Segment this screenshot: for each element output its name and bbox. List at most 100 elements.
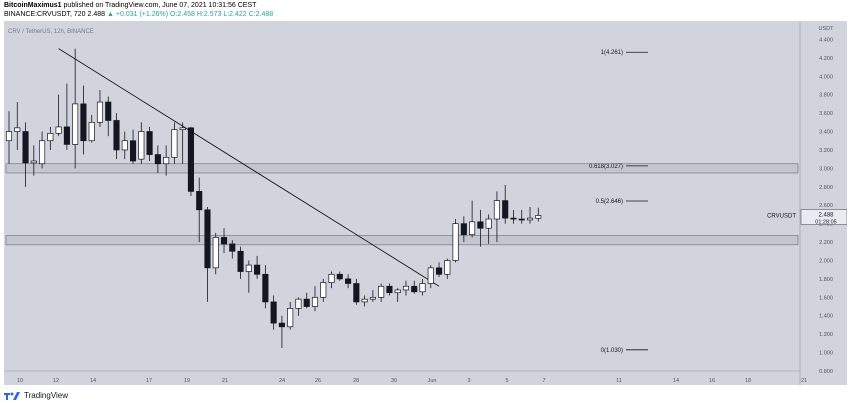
candle-body-up bbox=[469, 221, 476, 236]
fib-level-label-2: 0.5(2.646) bbox=[596, 199, 623, 205]
price-axis-background bbox=[800, 21, 847, 385]
candle bbox=[105, 96, 112, 137]
price-tick-label: 3.800 bbox=[819, 93, 833, 99]
candle-body-up bbox=[535, 215, 542, 219]
time-tick-label: 5 bbox=[505, 378, 508, 384]
candle bbox=[212, 232, 219, 275]
candle bbox=[270, 295, 277, 330]
candle bbox=[129, 129, 137, 164]
candle bbox=[63, 83, 70, 150]
publish-date: published on TradingView.com, June 07, 2… bbox=[63, 2, 257, 9]
time-tick-label: 17 bbox=[146, 378, 152, 384]
candle-body-up bbox=[369, 296, 376, 300]
price-chart[interactable]: CRV / TetherUS, 12h, BINANCE 1(4.261) 0.6… bbox=[4, 21, 848, 385]
candle-body-up bbox=[179, 127, 186, 131]
price-tick-label: 1.800 bbox=[819, 277, 833, 283]
candle-body-down bbox=[229, 243, 236, 252]
candle-body-down bbox=[146, 131, 153, 155]
candle-body-up bbox=[88, 121, 95, 142]
descending-trendline bbox=[58, 48, 440, 287]
chart-area[interactable]: CRV / TetherUS, 12h, BINANCE 1(4.261) 0.6… bbox=[4, 21, 848, 385]
price-change: ▲ +0.031 (+1.26%) bbox=[107, 11, 169, 18]
candle bbox=[502, 184, 509, 224]
symbol-info: BINANCE:CRVUSDT, 720 2.488 ▲ +0.031 (+1.… bbox=[4, 11, 273, 18]
candle bbox=[493, 191, 500, 243]
candle-body-up bbox=[14, 127, 21, 132]
candle bbox=[328, 271, 335, 289]
time-tick-label: 7 bbox=[542, 378, 545, 384]
time-tick-label: 11 bbox=[616, 378, 622, 384]
candle-body-up bbox=[485, 218, 492, 229]
candle-body-down bbox=[502, 200, 509, 219]
candle-body-up bbox=[212, 237, 219, 269]
candle bbox=[204, 207, 211, 302]
candle bbox=[287, 301, 294, 330]
fib-level-label-3: 0(1.030) bbox=[601, 348, 623, 354]
candle-body-down bbox=[270, 301, 277, 324]
candle-body-down bbox=[22, 131, 29, 164]
candle-body-down bbox=[435, 267, 443, 275]
candle bbox=[171, 122, 178, 164]
candle bbox=[96, 90, 104, 127]
price-tick-label: 1.600 bbox=[819, 295, 833, 301]
candle-body-up bbox=[55, 126, 62, 134]
time-tick-label: 24 bbox=[279, 378, 285, 384]
tradingview-brand: TradingView bbox=[24, 390, 69, 400]
chart-header: BitcoinMaximus1 published on TradingView… bbox=[0, 0, 850, 20]
candle-body-up bbox=[5, 131, 13, 142]
last-price: 2.488 bbox=[87, 11, 106, 18]
candle-body-up bbox=[163, 156, 170, 165]
price-axis-unit: USDT bbox=[819, 26, 835, 32]
candle bbox=[88, 114, 95, 143]
candle-body-up bbox=[394, 289, 401, 294]
publish-info: BitcoinMaximus1 published on TradingView… bbox=[4, 2, 256, 9]
candle bbox=[55, 94, 62, 137]
candle-body-down bbox=[262, 273, 269, 303]
candle-body-down bbox=[63, 126, 70, 145]
tradingview-footer[interactable]: TradingView bbox=[4, 388, 68, 402]
candle bbox=[303, 292, 310, 309]
candle-body-down bbox=[353, 283, 360, 303]
candle-body-up bbox=[328, 273, 335, 283]
candle bbox=[444, 258, 451, 279]
candle-body-up bbox=[121, 140, 128, 151]
candle-body-up bbox=[96, 101, 104, 123]
candle-body-up bbox=[245, 264, 252, 272]
candle-body-up bbox=[361, 298, 368, 303]
time-tick-label: 12 bbox=[53, 378, 59, 384]
candle-body-down bbox=[187, 127, 194, 192]
time-tick-label: 21 bbox=[222, 378, 228, 384]
author-name[interactable]: BitcoinMaximus1 bbox=[4, 2, 62, 9]
time-tick-label: 10 bbox=[17, 378, 23, 384]
candle-body-down bbox=[204, 209, 211, 269]
candle bbox=[22, 122, 29, 187]
candle-body-down bbox=[254, 264, 261, 275]
candle bbox=[369, 289, 376, 302]
candle bbox=[394, 288, 401, 302]
candle bbox=[477, 209, 484, 247]
price-tick-label: 2.800 bbox=[819, 185, 833, 191]
time-tick-label: Jun bbox=[428, 378, 437, 384]
price-tick-label: 1.000 bbox=[819, 351, 833, 357]
candle-body-down bbox=[477, 221, 484, 229]
candle-body-down bbox=[518, 218, 525, 221]
price-tick-label: 3.000 bbox=[819, 166, 833, 172]
candle-body-up bbox=[320, 282, 327, 298]
candle bbox=[14, 102, 21, 150]
price-tick-label: 3.200 bbox=[819, 148, 833, 154]
candle bbox=[254, 255, 261, 279]
chart-title: CRV / TetherUS, 12h, BINANCE bbox=[8, 29, 94, 35]
candle bbox=[311, 286, 319, 312]
candle bbox=[526, 207, 534, 224]
tradingview-logo-icon bbox=[4, 391, 20, 400]
candle-body-down bbox=[220, 237, 228, 245]
price-tick-label: 3.400 bbox=[819, 130, 833, 136]
candle bbox=[427, 265, 434, 289]
candle-body-up bbox=[287, 308, 294, 328]
candle-body-up bbox=[402, 285, 410, 291]
candle bbox=[469, 200, 476, 238]
candle bbox=[402, 280, 410, 296]
time-tick-label: 3 bbox=[467, 378, 470, 384]
candle bbox=[460, 216, 467, 243]
candle bbox=[220, 228, 228, 254]
